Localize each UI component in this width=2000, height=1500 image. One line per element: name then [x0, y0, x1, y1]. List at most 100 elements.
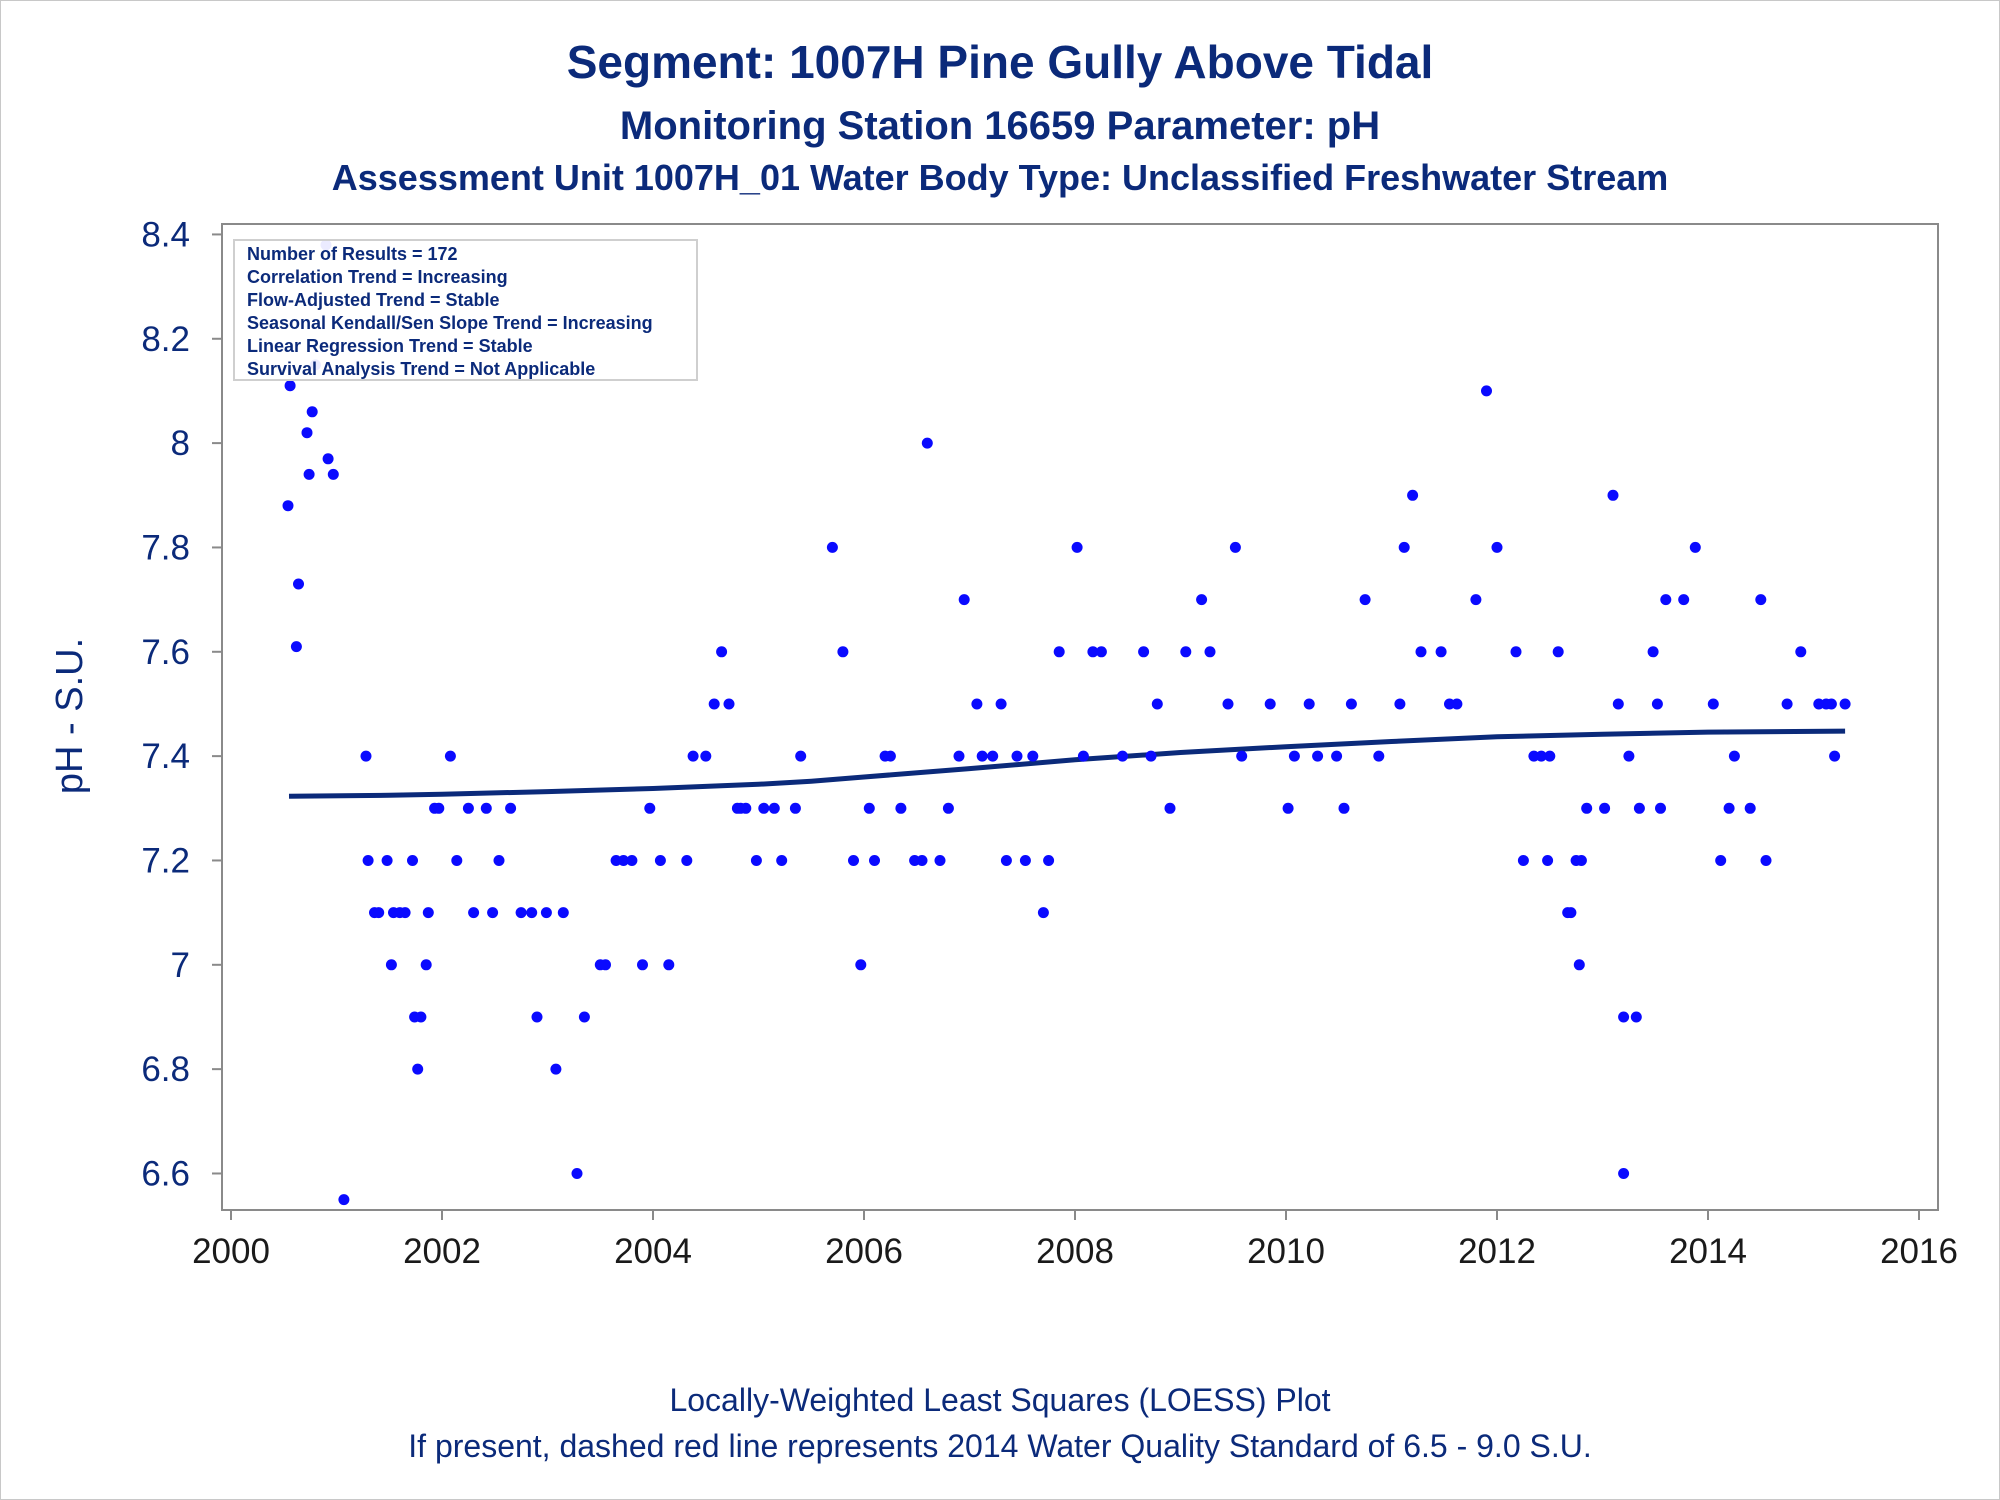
data-point: [921, 437, 933, 449]
plot-area: [221, 223, 1939, 1211]
data-point: [750, 855, 762, 866]
data-point: [768, 802, 780, 814]
data-point: [1573, 959, 1585, 971]
data-point: [385, 959, 397, 971]
data-point: [362, 855, 374, 866]
data-point: [293, 578, 304, 590]
data-point: [515, 907, 527, 919]
data-point: [1145, 750, 1157, 762]
data-point: [422, 907, 434, 919]
stats-line: Correlation Trend = Increasing: [247, 267, 508, 287]
data-point: [571, 1168, 583, 1179]
x-tick-label: 2006: [825, 1232, 903, 1271]
data-point: [869, 855, 880, 866]
data-point: [1581, 802, 1593, 814]
data-point: [1373, 750, 1385, 762]
data-point: [795, 750, 807, 762]
data-point: [687, 750, 699, 762]
data-point: [1071, 541, 1083, 553]
data-point: [306, 406, 318, 418]
data-point: [301, 427, 313, 439]
data-point: [942, 802, 954, 814]
data-point: [1491, 541, 1503, 553]
data-point: [1744, 802, 1756, 814]
data-point: [412, 1063, 424, 1075]
data-point: [531, 1011, 543, 1023]
data-point: [958, 594, 970, 606]
data-point: [716, 646, 728, 658]
y-tick-label: 7: [171, 946, 190, 985]
data-point: [644, 802, 656, 814]
data-point: [1019, 855, 1031, 866]
data-point: [493, 855, 505, 866]
data-point: [934, 855, 946, 866]
chart-subtitle-2: Assessment Unit 1007H_01 Water Body Type…: [332, 157, 1669, 198]
data-point: [1517, 855, 1529, 866]
data-point: [1647, 646, 1659, 658]
data-point: [1196, 594, 1208, 606]
data-point: [1037, 907, 1049, 919]
x-tick-label: 2000: [192, 1232, 270, 1271]
data-point: [1222, 698, 1234, 710]
data-point: [1236, 750, 1248, 762]
data-point: [987, 750, 999, 762]
data-point: [1544, 750, 1556, 762]
data-point: [740, 802, 752, 814]
x-tick-label: 2004: [614, 1232, 692, 1271]
chart-title: Segment: 1007H Pine Gully Above Tidal: [567, 36, 1434, 88]
data-point: [758, 802, 770, 814]
x-tick-label: 2002: [403, 1232, 481, 1271]
data-point: [776, 855, 788, 866]
stats-line: Seasonal Kendall/Sen Slope Trend = Incre…: [247, 313, 653, 333]
data-point: [462, 802, 474, 814]
data-point: [1264, 698, 1276, 710]
data-point: [916, 855, 928, 866]
data-point: [1138, 646, 1150, 658]
data-point: [1689, 541, 1701, 553]
data-point: [976, 750, 988, 762]
data-point: [1117, 750, 1128, 762]
y-tick-label: 7.8: [141, 528, 190, 567]
data-point: [1630, 1011, 1642, 1023]
data-point: [373, 907, 385, 919]
x-axis: 2000 2002 2004 2006 2008 2010 2012 2014 2016: [192, 1210, 1958, 1271]
data-point: [1510, 646, 1522, 658]
data-point: [1229, 541, 1241, 553]
data-point: [855, 959, 867, 971]
data-point: [381, 855, 393, 866]
data-point: [1095, 646, 1107, 658]
data-point: [487, 907, 499, 919]
chart-subtitle: Monitoring Station 16659 Parameter: pH: [620, 104, 1380, 148]
data-point: [848, 855, 859, 866]
data-point: [626, 855, 638, 866]
data-point: [600, 959, 611, 971]
data-point: [789, 802, 801, 814]
data-point: [1535, 750, 1547, 762]
data-point: [1760, 855, 1772, 866]
data-point: [1618, 1168, 1630, 1179]
data-point: [1027, 750, 1039, 762]
data-point: [1282, 802, 1294, 814]
data-point: [322, 453, 334, 465]
series-layer: [282, 239, 1851, 1206]
stats-line: Survival Analysis Trend = Not Applicable: [247, 359, 595, 379]
data-point: [826, 541, 838, 553]
data-point: [723, 698, 735, 710]
data-point: [1053, 646, 1065, 658]
y-tick-label: 7.2: [141, 841, 190, 880]
data-point: [654, 855, 666, 866]
data-point: [1723, 802, 1735, 814]
y-axis: 6.6 6.8 7 7.2 7.4 7.6 7.8 8 8.2 8.4: [141, 215, 222, 1193]
data-point: [1633, 802, 1645, 814]
data-point: [863, 802, 875, 814]
data-point: [1542, 855, 1554, 866]
data-point: [1839, 698, 1851, 710]
stats-legend-box: Number of Results = 172 Correlation Trend…: [233, 239, 698, 381]
stats-line: Linear Regression Trend = Stable: [247, 336, 533, 356]
data-point: [1575, 855, 1587, 866]
x-tick-label: 2008: [1036, 1232, 1114, 1271]
y-tick-label: 8.4: [141, 215, 190, 254]
data-point: [1552, 646, 1564, 658]
y-tick-label: 8: [171, 424, 190, 463]
